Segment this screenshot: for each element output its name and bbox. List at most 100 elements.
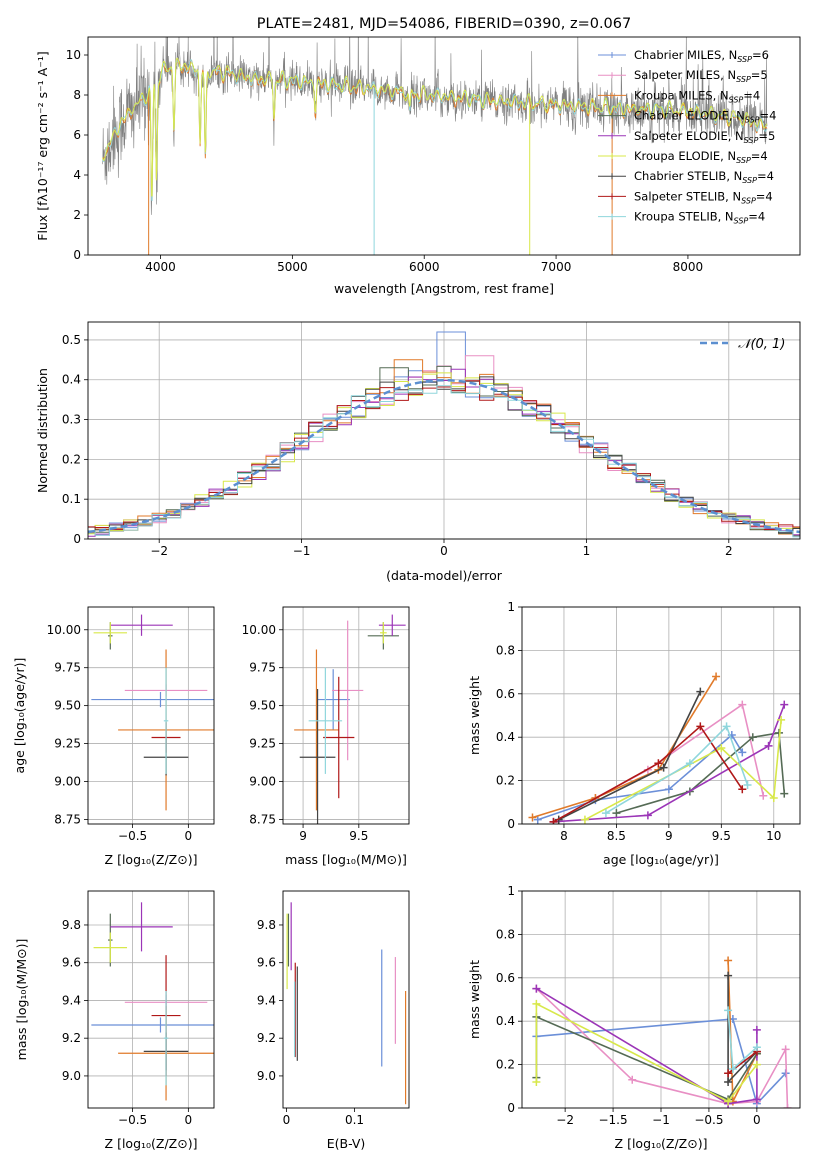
mass-weight-marker — [759, 791, 768, 800]
mass-weight-marker — [752, 1060, 761, 1069]
axes-frame — [282, 890, 410, 1109]
axes-frame — [87, 890, 215, 1109]
errorbar-point — [91, 691, 214, 708]
x-axis-label: E(B-V) — [327, 1136, 366, 1151]
errorbar-point — [299, 688, 336, 824]
mass-weight-marker — [777, 715, 786, 724]
y-tick-label: 9.25 — [54, 737, 81, 751]
y-tick-label: 9.00 — [54, 775, 81, 789]
mass-weight-series-line — [553, 704, 786, 823]
mass-weight-marker — [528, 813, 537, 822]
mass-weight-marker — [748, 733, 757, 742]
y-tick-label: 9.75 — [249, 661, 276, 675]
y-tick-label: 9.4 — [257, 993, 276, 1007]
mass-weight-series-line — [727, 960, 758, 1102]
y-tick-label: 0.4 — [496, 730, 515, 744]
mass-weight-marker — [724, 956, 733, 965]
axes-frame — [87, 36, 801, 256]
y-tick-label: 9.50 — [54, 699, 81, 713]
axes-massweight_vs_Z: −2 −1.5 −1 −0.5 0 0 0.2 0.4 0.6 0.8 1 Z [log₁₀(Z/Z⊙… — [467, 884, 801, 1151]
x-tick-label: 9.5 — [349, 829, 368, 843]
mass-weight-marker — [781, 1045, 790, 1054]
y-tick-label: 1 — [507, 884, 515, 898]
axes-residuals: −2 −1 0 1 2 0 0.1 0.2 0.3 0.4 0.5 𝒩(0, 1) (data-mode… — [35, 321, 801, 583]
mass-weight-marker — [752, 1095, 761, 1104]
axes-frame — [87, 606, 215, 825]
histogram-step-line — [88, 368, 800, 537]
legend-label: Salpeter ELODIE, NSSP=5 — [634, 129, 775, 145]
mass-weight-marker — [724, 971, 733, 980]
x-tick-label: 0 — [185, 829, 193, 843]
y-tick-label: 2 — [73, 208, 81, 222]
plot-area — [532, 956, 792, 1108]
mass-weight-marker — [738, 700, 747, 709]
legend-label: Kroupa MILES, NSSP=4 — [634, 88, 760, 104]
y-tick-label: 9.50 — [249, 699, 276, 713]
x-tick-label: 9 — [665, 829, 673, 843]
y-tick-label: 9.6 — [257, 956, 276, 970]
mass-weight-marker — [532, 1077, 541, 1086]
mass-weight-series-line — [558, 691, 702, 821]
y-tick-label: 0.6 — [496, 687, 515, 701]
errorbar-point — [91, 1017, 214, 1033]
x-axis-label: Z [log₁₀(Z/Z⊙)] — [105, 852, 198, 867]
y-tick-label: 10.00 — [47, 623, 81, 637]
y-tick-label: 0.8 — [496, 643, 515, 657]
errorbar-point — [308, 667, 343, 774]
errorbar-point — [93, 622, 128, 644]
y-axis-label: Normed distribution — [35, 368, 50, 493]
x-tick-label: 9.5 — [712, 829, 731, 843]
mass-weight-marker — [769, 793, 778, 802]
y-tick-label: 0.6 — [496, 971, 515, 985]
mass-weight-marker — [612, 809, 621, 818]
mass-weight-marker — [752, 1025, 761, 1034]
x-tick-label: −1 — [652, 1113, 670, 1127]
mass-weight-series-line — [535, 1015, 758, 1101]
gaussian-legend-label: 𝒩(0, 1) — [738, 337, 785, 352]
errorbar-point — [93, 932, 128, 963]
plot-area — [91, 614, 214, 811]
x-tick-label: 0 — [440, 544, 448, 558]
x-tick-label: 2 — [725, 544, 733, 558]
mass-weight-marker — [752, 1043, 761, 1052]
mass-weight-marker — [717, 744, 726, 753]
mass-weight-series-line — [535, 1002, 758, 1103]
histogram-step-line — [88, 372, 800, 535]
mass-weight-series-line — [584, 719, 782, 821]
errorbar-point — [163, 991, 169, 1086]
errorbar-point — [110, 902, 173, 952]
plot-area — [286, 902, 407, 1105]
y-tick-label: 9.4 — [62, 993, 81, 1007]
mass-weight-marker — [601, 809, 610, 818]
legend-label: Chabrier MILES, NSSP=6 — [634, 48, 769, 64]
y-tick-label: 9.6 — [62, 956, 81, 970]
y-tick-label: 9.25 — [249, 737, 276, 751]
legend-label: Salpeter STELIB, NSSP=4 — [634, 189, 773, 205]
axes-frame — [521, 890, 801, 1109]
y-tick-label: 8 — [73, 88, 81, 102]
x-tick-label: 7000 — [541, 260, 572, 274]
y-tick-label: 0.3 — [62, 413, 81, 427]
legend-label: Chabrier STELIB, NSSP=4 — [634, 169, 774, 185]
mass-weight-marker — [696, 722, 705, 731]
x-tick-label: 4000 — [145, 260, 176, 274]
y-tick-label: 0.2 — [62, 452, 81, 466]
mass-weight-marker — [643, 811, 652, 820]
mass-weight-marker — [722, 722, 731, 731]
gaussian-curve — [88, 378, 800, 534]
axes-age_vs_mass: 9 9.5 8.75 9.00 9.25 9.50 9.75 10.00 mass [log₁₀… — [242, 606, 410, 867]
mass-weight-series-line — [535, 987, 758, 1105]
x-tick-label: 8 — [560, 829, 568, 843]
y-tick-label: 9.0 — [62, 1069, 81, 1083]
x-axis-label: age [log₁₀(age/yr)] — [603, 852, 719, 867]
mass-weight-marker — [532, 984, 541, 993]
x-tick-label: 6000 — [409, 260, 440, 274]
mass-weight-series-line — [535, 988, 789, 1108]
mass-weight-marker — [659, 763, 668, 772]
mass-weight-marker — [728, 1064, 737, 1073]
x-tick-label: 10 — [766, 829, 781, 843]
mass-weight-marker — [685, 759, 694, 768]
mass-weight-marker — [533, 815, 542, 824]
axes-frame — [521, 606, 801, 825]
y-tick-label: 10 — [66, 48, 81, 62]
